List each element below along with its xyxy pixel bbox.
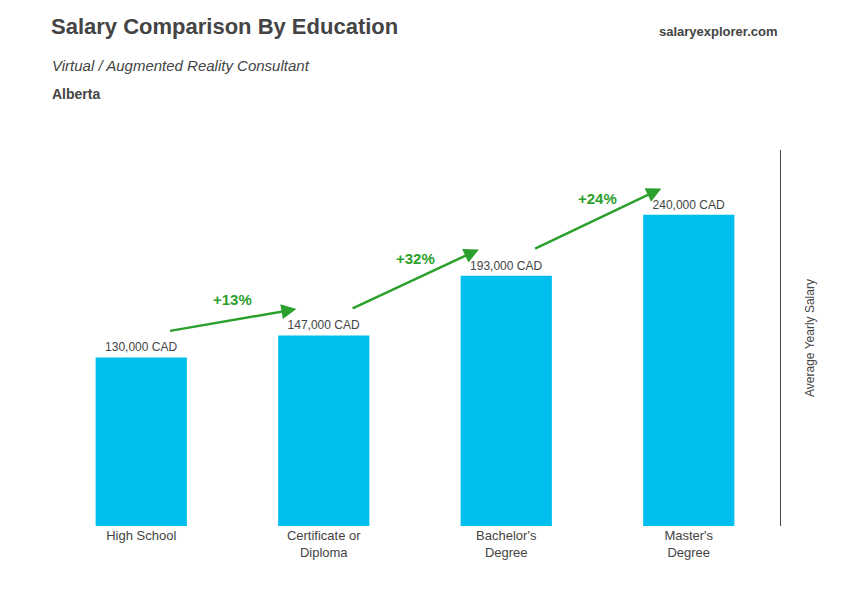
svg-text:Master'sDegree: Master'sDegree — [664, 528, 713, 560]
svg-text:Average Yearly Salary: Average Yearly Salary — [803, 279, 817, 397]
svg-text:Certificate orDiploma: Certificate orDiploma — [287, 528, 361, 560]
svg-text:Alberta: Alberta — [52, 86, 100, 102]
svg-text:240,000 CAD: 240,000 CAD — [653, 198, 725, 212]
svg-text:High School: High School — [106, 528, 176, 543]
svg-text:130,000 CAD: 130,000 CAD — [105, 340, 177, 354]
svg-text:193,000 CAD: 193,000 CAD — [470, 259, 542, 273]
svg-text:147,000 CAD: 147,000 CAD — [288, 318, 360, 332]
svg-text:Bachelor'sDegree: Bachelor'sDegree — [476, 528, 537, 560]
svg-text:+13%: +13% — [213, 291, 252, 308]
svg-text:Salary Comparison By Education: Salary Comparison By Education — [51, 14, 398, 39]
svg-text:+24%: +24% — [578, 190, 617, 207]
svg-text:+32%: +32% — [396, 250, 435, 267]
svg-text:salaryexplorer.com: salaryexplorer.com — [659, 24, 778, 39]
svg-text:Virtual / Augmented Reality Co: Virtual / Augmented Reality Consultant — [52, 57, 310, 74]
